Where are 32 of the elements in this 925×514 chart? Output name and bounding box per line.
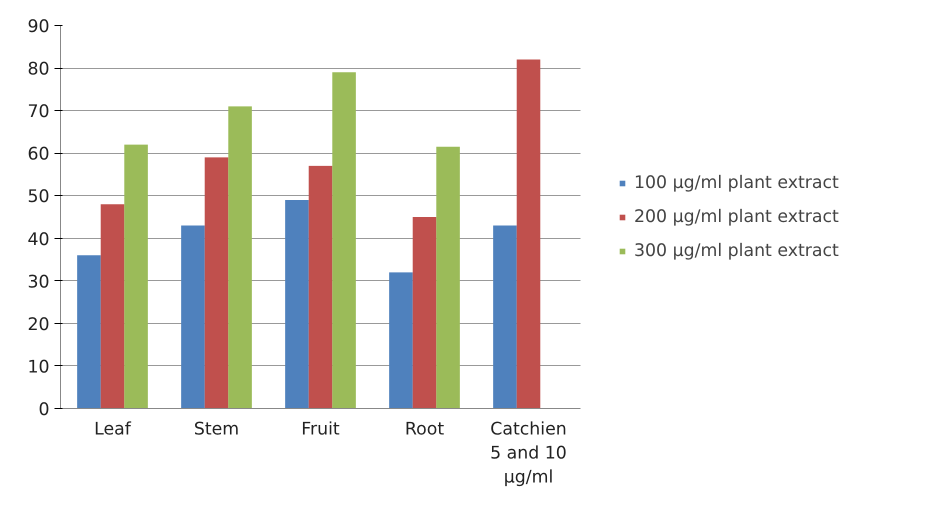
bar xyxy=(124,144,148,408)
y-tick-label: 40 xyxy=(27,230,50,250)
x-tick-label: Leaf xyxy=(94,420,132,440)
x-tick-label: Root xyxy=(404,420,444,440)
y-tick-label: 90 xyxy=(27,17,50,37)
bar xyxy=(77,255,101,408)
y-tick-label: 0 xyxy=(38,400,50,420)
x-tick-label: Catchien 5 and 10 µg/ml xyxy=(490,420,567,488)
bar xyxy=(181,226,205,408)
bar xyxy=(436,146,460,408)
bar xyxy=(412,217,436,408)
legend-label: 300 µg/ml plant extract xyxy=(634,240,839,260)
y-tick-label: 30 xyxy=(27,272,50,292)
bar xyxy=(516,60,540,408)
legend-label: 200 µg/ml plant extract xyxy=(634,206,839,226)
bar xyxy=(204,157,228,408)
y-tick-label: 70 xyxy=(27,102,50,122)
bar xyxy=(100,204,124,408)
bar xyxy=(228,106,252,408)
bar xyxy=(493,226,517,408)
x-tick-label: Stem xyxy=(194,420,240,440)
y-tick-label: 60 xyxy=(27,144,50,165)
bar xyxy=(332,72,356,408)
y-tick-label: 20 xyxy=(27,314,50,335)
bar xyxy=(285,200,309,408)
y-tick-label: 80 xyxy=(27,60,50,80)
bar xyxy=(389,272,413,408)
x-tick-label: Fruit xyxy=(301,420,340,440)
legend-label: 100 µg/ml plant extract xyxy=(634,172,839,192)
y-tick-label: 50 xyxy=(27,187,50,208)
y-tick-label: 10 xyxy=(27,357,50,378)
bar xyxy=(308,166,332,408)
